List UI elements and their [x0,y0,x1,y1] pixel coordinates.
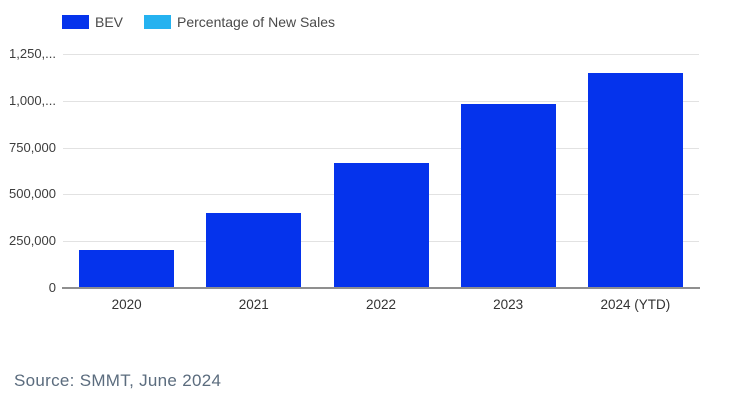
gridline-750000 [63,147,699,149]
y-axis-tick-label: 500,000 [9,186,56,202]
legend-label-bev: BEV [95,14,124,30]
y-axis-tick-label: 750,000 [9,139,56,155]
bev-bar-2022[interactable] [333,163,429,287]
legend-item-percentage-of-new-sales[interactable]: Percentage of New Sales [144,14,335,30]
x-axis-tick-label: 2020 [111,297,142,312]
source-note: Source: SMMT, June 2024 [14,371,222,390]
y-axis-tick-label: 250,000 [9,233,56,249]
x-axis-tick-label: 2021 [238,297,269,312]
bev-series-swatch-icon [62,15,89,29]
percentage-series-swatch-icon [144,15,172,29]
y-axis-tick-label: 0 [48,280,56,295]
x-axis-tick-label: 2024 (YTD) [600,297,671,312]
bev-bar-2021[interactable] [206,213,302,287]
legend-label-percentage-of-new-sales: Percentage of New Sales [177,14,335,30]
gridline-1000000 [63,100,699,102]
bev-bar-2024-ytd-[interactable] [587,72,683,287]
bev-bar-2020[interactable] [79,249,175,287]
x-axis-tick-label: 2022 [365,297,396,312]
x-axis-line [62,287,700,289]
legend: BEV Percentage of New Sales [62,14,335,30]
bev-bar-2023[interactable] [460,104,556,287]
x-axis-tick-label: 2023 [493,297,524,312]
plot-area: 0 250,000 500,000 750,000 1,000,... 1,250,...… [9,47,700,312]
y-axis-tick-label: 1,250,... [9,46,56,61]
y-axis-tick-label: 1,000,... [9,92,56,108]
gridline-1250000 [63,54,699,55]
legend-item-bev[interactable]: BEV [62,14,123,30]
